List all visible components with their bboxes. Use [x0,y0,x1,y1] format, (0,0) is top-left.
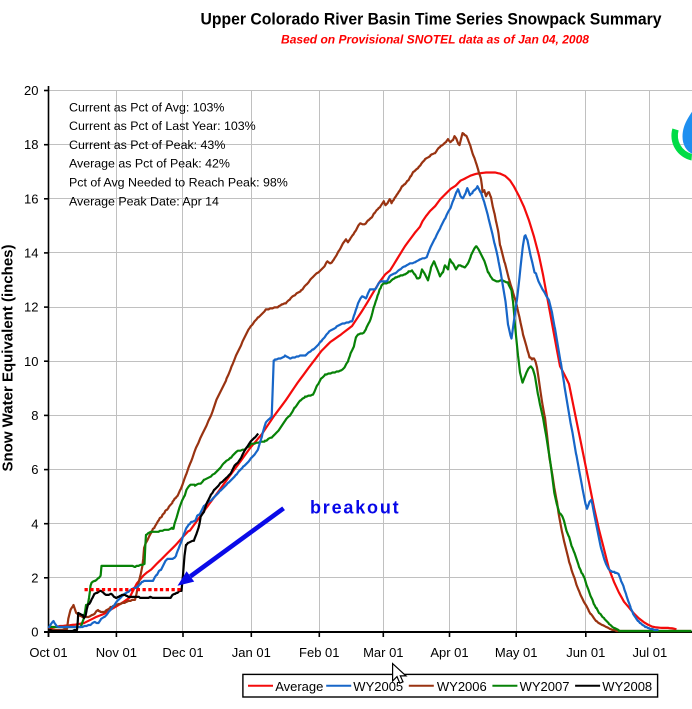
svg-text:Average as Pct of Peak: 42%: Average as Pct of Peak: 42% [69,157,230,171]
svg-text:16: 16 [24,191,38,206]
svg-text:Apr 01: Apr 01 [430,645,468,660]
svg-text:Dec 01: Dec 01 [162,645,203,660]
svg-text:Current as Pct of Avg: 103%: Current as Pct of Avg: 103% [69,100,224,114]
svg-text:12: 12 [24,300,38,315]
svg-text:Pct of Avg Needed to Reach Pea: Pct of Avg Needed to Reach Peak: 98% [69,176,288,190]
svg-text:Snow Water Equivalent (inches): Snow Water Equivalent (inches) [0,245,16,472]
svg-text:May 01: May 01 [495,645,538,660]
svg-text:Upper Colorado River Basin Tim: Upper Colorado River Basin Time Series S… [201,11,663,29]
svg-text:WY2005: WY2005 [353,679,403,694]
svg-text:Jun 01: Jun 01 [566,645,605,660]
svg-text:Feb 01: Feb 01 [299,645,339,660]
svg-text:18: 18 [24,137,38,152]
svg-text:Average: Average [275,679,323,694]
svg-text:4: 4 [31,516,38,531]
svg-text:10: 10 [24,354,38,369]
svg-text:8: 8 [31,408,38,423]
svg-text:WY2007: WY2007 [520,679,570,694]
svg-text:WY2006: WY2006 [437,679,487,694]
svg-text:Mar 01: Mar 01 [363,645,403,660]
svg-text:Current as Pct of Last Year: 1: Current as Pct of Last Year: 103% [69,119,256,133]
svg-text:Jul 01: Jul 01 [633,645,668,660]
svg-text:WY2008: WY2008 [602,679,652,694]
svg-text:20: 20 [24,83,38,98]
svg-text:Oct 01: Oct 01 [29,645,67,660]
svg-text:14: 14 [24,246,38,261]
svg-text:Jan 01: Jan 01 [232,645,271,660]
svg-text:Nov 01: Nov 01 [96,645,137,660]
svg-text:Current as Pct of Peak: 43%: Current as Pct of Peak: 43% [69,138,225,152]
svg-text:0: 0 [31,625,38,640]
svg-text:breakout: breakout [310,498,400,518]
svg-text:Based on Provisional SNOTEL da: Based on Provisional SNOTEL data as of J… [281,33,589,47]
svg-text:6: 6 [31,462,38,477]
svg-text:Average Peak Date: Apr 14: Average Peak Date: Apr 14 [69,194,219,208]
svg-text:2: 2 [31,570,38,585]
